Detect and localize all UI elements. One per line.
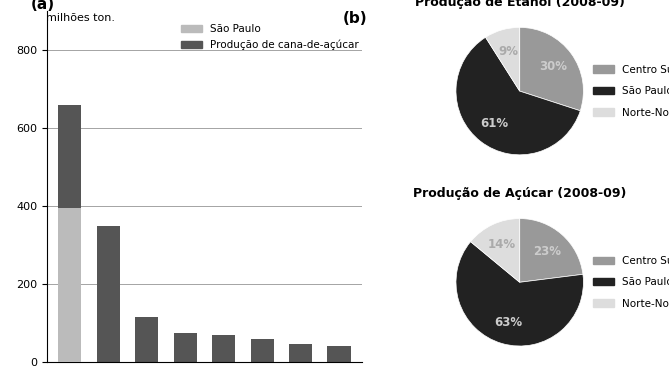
Bar	[289, 344, 312, 362]
Title: Produção de Açúcar (2008-09): Produção de Açúcar (2008-09)	[413, 187, 626, 200]
Text: 30%: 30%	[539, 60, 567, 73]
Legend: Centro Sul, São Paulo, Norte-Nordeste: Centro Sul, São Paulo, Norte-Nordeste	[589, 61, 669, 122]
Bar	[135, 317, 159, 362]
Wedge shape	[520, 219, 583, 282]
Text: (b): (b)	[343, 11, 368, 26]
Legend: São Paulo, Produção de cana-de-açúcar: São Paulo, Produção de cana-de-açúcar	[177, 20, 363, 54]
Wedge shape	[470, 219, 520, 282]
Text: 61%: 61%	[480, 117, 508, 130]
Bar	[251, 339, 274, 362]
Text: (a): (a)	[31, 0, 56, 13]
Text: milhões ton.: milhões ton.	[46, 13, 115, 23]
Bar	[328, 346, 351, 362]
Bar	[212, 335, 235, 362]
Bar	[174, 333, 197, 362]
Text: 63%: 63%	[494, 315, 522, 328]
Wedge shape	[520, 27, 583, 111]
Text: 23%: 23%	[533, 245, 561, 258]
Title: Produção de Etanol (2008-09): Produção de Etanol (2008-09)	[415, 0, 625, 9]
Wedge shape	[456, 242, 583, 346]
Bar	[97, 226, 120, 362]
Bar	[58, 208, 82, 362]
Wedge shape	[486, 27, 520, 91]
Legend: Centro Sul, São Paulo, Norte-Nordeste: Centro Sul, São Paulo, Norte-Nordeste	[589, 252, 669, 313]
Wedge shape	[456, 37, 580, 155]
Bar	[58, 105, 82, 362]
Text: 9%: 9%	[498, 45, 518, 58]
Text: 14%: 14%	[488, 238, 516, 251]
